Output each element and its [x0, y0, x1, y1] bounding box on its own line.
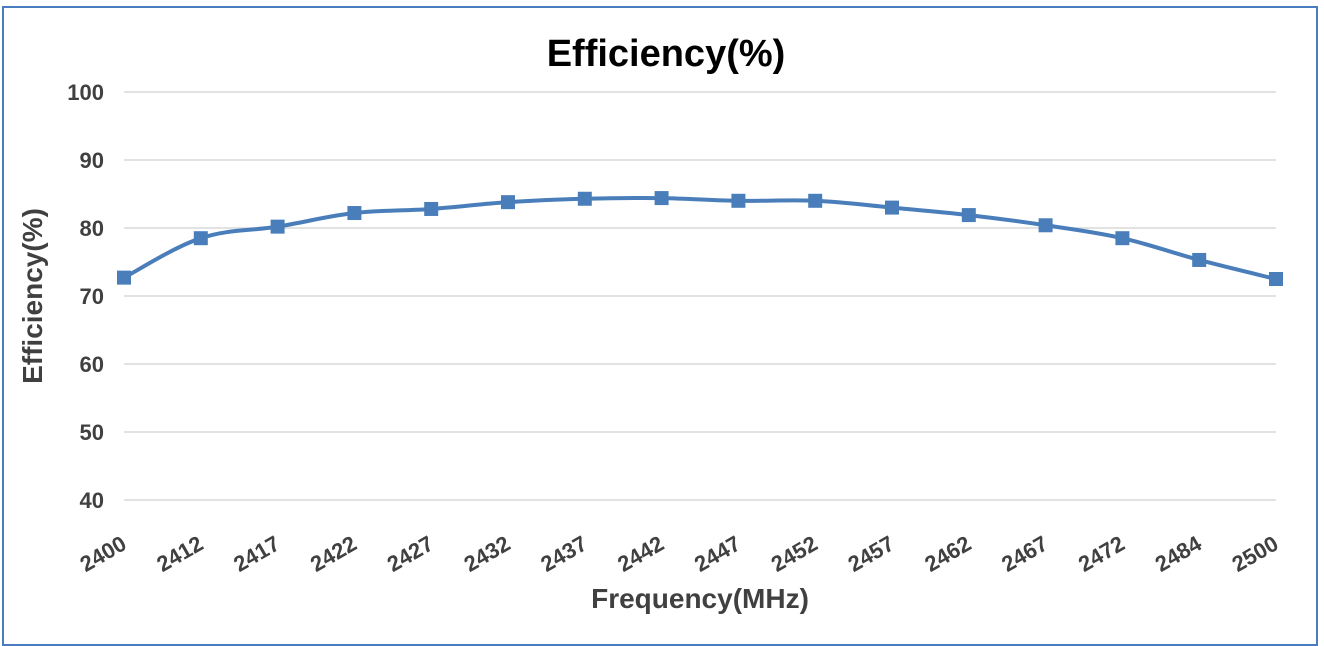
- x-tick-label: 2422: [306, 531, 361, 577]
- y-axis-ticks: 40 50 60 70 80 90 100: [67, 80, 104, 513]
- data-point-marker: [577, 191, 592, 206]
- x-tick-label: 2412: [152, 531, 207, 577]
- y-tick-label: 90: [80, 148, 104, 173]
- data-point-marker: [117, 270, 131, 285]
- data-point-marker: [347, 206, 362, 221]
- x-tick-label: 2447: [690, 531, 745, 577]
- data-point-marker: [654, 191, 669, 206]
- y-tick-label: 40: [80, 488, 104, 513]
- data-point-marker: [731, 193, 746, 208]
- x-tick-label: 2457: [844, 531, 899, 577]
- y-axis-label: Efficiency(%): [17, 208, 48, 384]
- x-tick-label: 2442: [613, 531, 668, 577]
- data-point-marker: [270, 219, 285, 234]
- data-point-marker: [808, 193, 823, 208]
- x-axis-ticks: 2400 2412 2417 2422 2427 2432 2437 2442 2447 2452…: [76, 530, 1283, 577]
- x-tick-label: 2462: [920, 531, 975, 577]
- data-point-marker: [961, 208, 976, 223]
- data-point-marker: [193, 231, 208, 246]
- y-tick-label: 80: [80, 216, 104, 241]
- data-point-marker: [1038, 218, 1053, 233]
- x-axis-label: Frequency(MHz): [591, 583, 809, 614]
- x-tick-label: 2484: [1151, 530, 1207, 577]
- x-tick-label: 2400: [76, 531, 131, 577]
- data-point-marker: [1269, 272, 1283, 286]
- series-layer: [117, 191, 1283, 286]
- x-tick-label: 2452: [767, 531, 822, 577]
- y-tick-label: 50: [80, 420, 104, 445]
- data-point-marker: [885, 200, 899, 215]
- x-tick-label: 2427: [383, 531, 438, 577]
- y-tick-label: 70: [80, 284, 104, 309]
- x-tick-label: 2500: [1228, 531, 1283, 577]
- y-tick-label: 60: [80, 352, 104, 377]
- x-tick-label: 2432: [460, 531, 515, 577]
- x-tick-label: 2417: [229, 531, 284, 577]
- data-point-marker: [501, 195, 515, 210]
- chart-title: Efficiency(%): [547, 33, 786, 75]
- x-tick-label: 2472: [1074, 531, 1129, 577]
- x-tick-label: 2467: [997, 531, 1052, 577]
- chart-frame: [2, 6, 1318, 646]
- gridlines: [124, 91, 1276, 501]
- x-tick-label: 2437: [536, 531, 591, 577]
- data-point-marker: [1192, 252, 1207, 267]
- data-point-marker: [424, 201, 439, 216]
- y-tick-label: 100: [67, 80, 104, 105]
- series-line: [122, 195, 1278, 281]
- data-point-marker: [1115, 231, 1130, 246]
